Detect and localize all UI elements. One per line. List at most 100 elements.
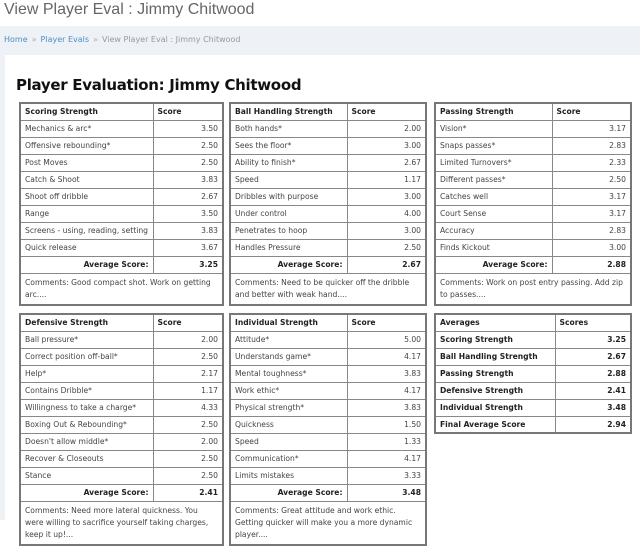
criterion-score: 2.67 xyxy=(346,153,427,172)
table-row: Communication* 4.17 xyxy=(229,449,427,468)
average-score: 3.25 xyxy=(152,255,224,274)
criterion-label: Understands game* xyxy=(229,347,348,366)
table-row: Penetrates to hoop 3.00 xyxy=(229,221,427,240)
comments-text: Comments: Need more lateral quickness. Y… xyxy=(19,500,224,545)
breadcrumb-separator: » xyxy=(93,35,98,44)
table-row: Ball pressure* 2.00 xyxy=(19,330,224,349)
criterion-label: Snaps passes* xyxy=(434,136,553,155)
category-average: 2.67 xyxy=(554,347,632,366)
criterion-score: 2.50 xyxy=(551,170,632,189)
breadcrumb-separator: » xyxy=(31,35,37,44)
criterion-label: Speed xyxy=(229,432,348,451)
table-row: Range 3.50 xyxy=(19,204,224,223)
breadcrumb-player-evals[interactable]: Player Evals xyxy=(40,35,90,44)
comments-row: Comments: Good compact shot. Work on get… xyxy=(19,272,224,305)
comments-row: Comments: Need to be quicker off the dri… xyxy=(229,272,427,305)
table-row: Screens - using, reading, setting 3.83 xyxy=(19,221,224,240)
breadcrumb-home[interactable]: Home xyxy=(4,35,28,44)
category-label: Defensive Strength xyxy=(434,381,556,400)
criterion-score: 4.17 xyxy=(346,449,427,468)
table-row: Dribbles with purpose 3.00 xyxy=(229,187,427,206)
category-label: Scoring Strength xyxy=(434,330,556,349)
criterion-score: 3.83 xyxy=(152,221,224,240)
table-row: Both hands* 2.00 xyxy=(229,119,427,138)
passing-strength-table: Passing Strength Score Vision* 3.17 Snaps pa… xyxy=(434,102,632,306)
category-header: Passing Strength xyxy=(434,102,553,121)
table-row: Post Moves 2.50 xyxy=(19,153,224,172)
criterion-label: Quick release xyxy=(19,238,154,257)
criterion-label: Mechanics & arc* xyxy=(19,119,154,138)
criterion-score: 2.50 xyxy=(152,153,224,172)
criterion-score: 2.17 xyxy=(152,364,224,383)
averages-table: Averages Scores Scoring Strength 3.25 Ball H… xyxy=(434,313,632,434)
evaluation-heading: Player Evaluation: Jimmy Chitwood xyxy=(16,76,302,94)
table-row: Individual Strength 3.48 xyxy=(434,398,632,417)
criterion-score: 3.83 xyxy=(152,170,224,189)
table-row: Understands game* 4.17 xyxy=(229,347,427,366)
comments-row: Comments: Great attitude and work ethic.… xyxy=(229,500,427,545)
table-header: Defensive Strength Score xyxy=(19,313,224,332)
table-header: Passing Strength Score xyxy=(434,102,632,121)
table-row: Shoot off dribble 2.67 xyxy=(19,187,224,206)
category-average: 2.41 xyxy=(554,381,632,400)
criterion-label: Help* xyxy=(19,364,154,383)
criterion-label: Recover & Closeouts xyxy=(19,449,154,468)
criterion-label: Contains Dribble* xyxy=(19,381,154,400)
criterion-score: 1.17 xyxy=(152,381,224,400)
criterion-label: Handles Pressure xyxy=(229,238,348,257)
criterion-label: Limited Turnovers* xyxy=(434,153,553,172)
table-row: Different passes* 2.50 xyxy=(434,170,632,189)
criterion-score: 3.33 xyxy=(346,466,427,485)
criterion-score: 2.50 xyxy=(152,347,224,366)
table-row: Stance 2.50 xyxy=(19,466,224,485)
criterion-label: Stance xyxy=(19,466,154,485)
table-row: Vision* 3.17 xyxy=(434,119,632,138)
table-row: Work ethic* 4.17 xyxy=(229,381,427,400)
criterion-label: Speed xyxy=(229,170,348,189)
table-row: Speed 1.33 xyxy=(229,432,427,451)
criterion-score: 2.50 xyxy=(152,415,224,434)
criterion-label: Ability to finish* xyxy=(229,153,348,172)
criterion-score: 1.50 xyxy=(346,415,427,434)
table-row: Final Average Score 2.94 xyxy=(434,415,632,434)
criterion-label: Catches well xyxy=(434,187,553,206)
scoring-strength-table: Scoring Strength Score Mechanics & arc* 3.5… xyxy=(19,102,224,306)
criterion-label: Vision* xyxy=(434,119,553,138)
average-score: 2.41 xyxy=(152,483,224,502)
average-label: Average Score: xyxy=(434,255,553,274)
table-row: Offensive rebounding* 2.50 xyxy=(19,136,224,155)
average-label: Average Score: xyxy=(19,483,154,502)
average-score: 3.48 xyxy=(346,483,427,502)
category-average: 2.94 xyxy=(554,415,632,434)
criterion-label: Shoot off dribble xyxy=(19,187,154,206)
comments-text: Comments: Need to be quicker off the dri… xyxy=(229,272,427,305)
criterion-score: 3.00 xyxy=(346,136,427,155)
criterion-score: 2.50 xyxy=(346,238,427,257)
table-row: Quick release 3.67 xyxy=(19,238,224,257)
criterion-label: Under control xyxy=(229,204,348,223)
table-row: Handles Pressure 2.50 xyxy=(229,238,427,257)
criterion-score: 2.50 xyxy=(152,136,224,155)
criterion-label: Range xyxy=(19,204,154,223)
category-header: Ball Handling Strength xyxy=(229,102,348,121)
category-header: Individual Strength xyxy=(229,313,348,332)
criterion-score: 3.17 xyxy=(551,204,632,223)
criterion-score: 2.83 xyxy=(551,136,632,155)
page-title: View Player Eval : Jimmy Chitwood xyxy=(4,1,255,18)
criterion-score: 4.33 xyxy=(152,398,224,417)
average-row: Average Score: 2.67 xyxy=(229,255,427,274)
table-header: Ball Handling Strength Score xyxy=(229,102,427,121)
criterion-label: Different passes* xyxy=(434,170,553,189)
criterion-score: 2.33 xyxy=(551,153,632,172)
criterion-label: Physical strength* xyxy=(229,398,348,417)
breadcrumb: Home» Player Evals» View Player Eval : Jim… xyxy=(4,35,241,44)
table-header: Averages Scores xyxy=(434,313,632,332)
table-row: Ability to finish* 2.67 xyxy=(229,153,427,172)
criterion-score: 4.17 xyxy=(346,347,427,366)
criterion-score: 3.00 xyxy=(346,187,427,206)
table-header: Scoring Strength Score xyxy=(19,102,224,121)
category-average: 3.48 xyxy=(554,398,632,417)
table-row: Correct position off-ball* 2.50 xyxy=(19,347,224,366)
criterion-score: 4.00 xyxy=(346,204,427,223)
criterion-score: 2.00 xyxy=(346,119,427,138)
